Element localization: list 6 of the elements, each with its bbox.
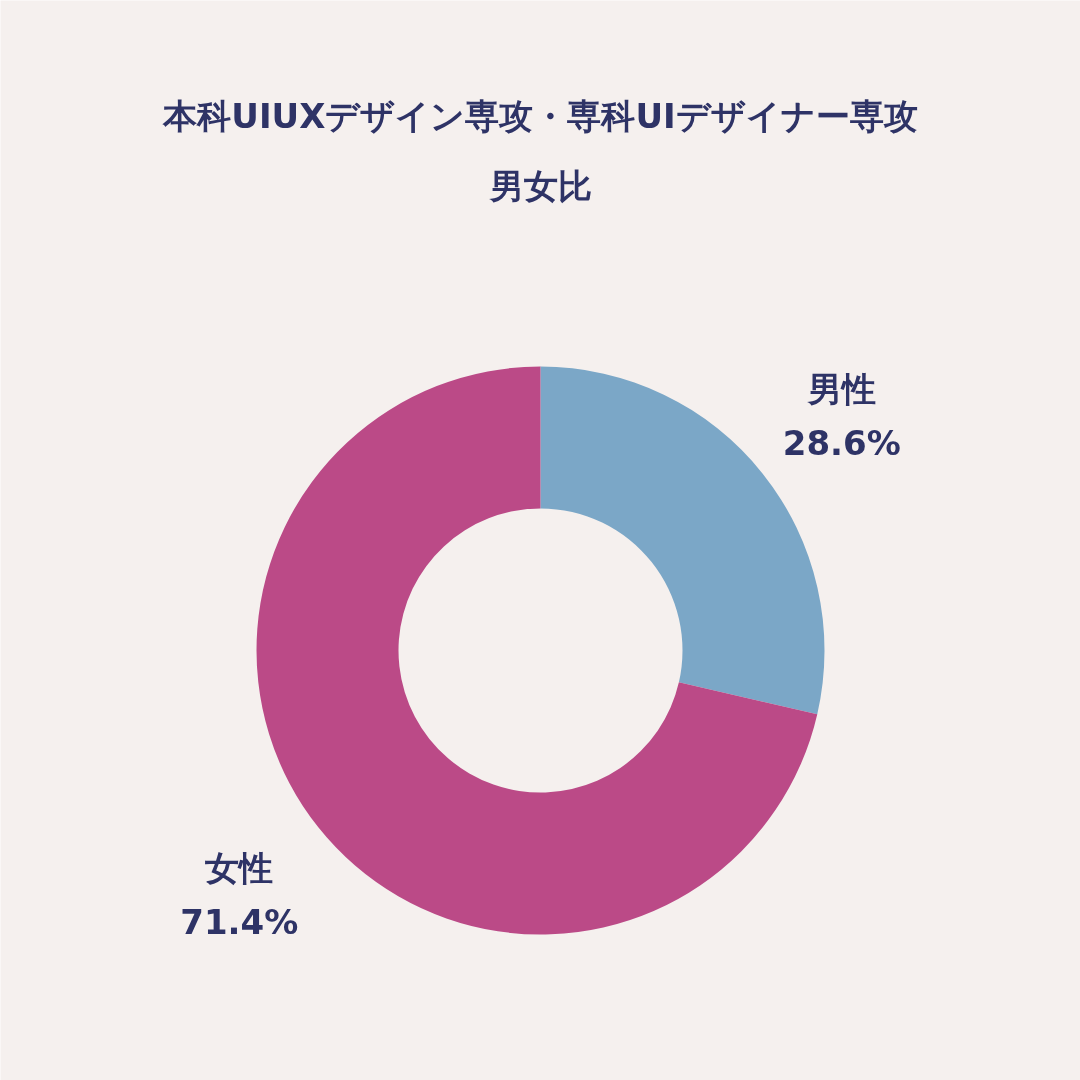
slice-label: 女性: [204, 848, 274, 889]
slice-label: 男性: [806, 368, 876, 409]
data-label: 71.4%: [180, 902, 299, 943]
chart-subtitle: 男女比: [488, 165, 592, 206]
chart-title: 本科UIUXデザイン専攻・専科UIデザイナー専攻: [162, 95, 918, 136]
data-label: 28.6%: [782, 422, 901, 463]
